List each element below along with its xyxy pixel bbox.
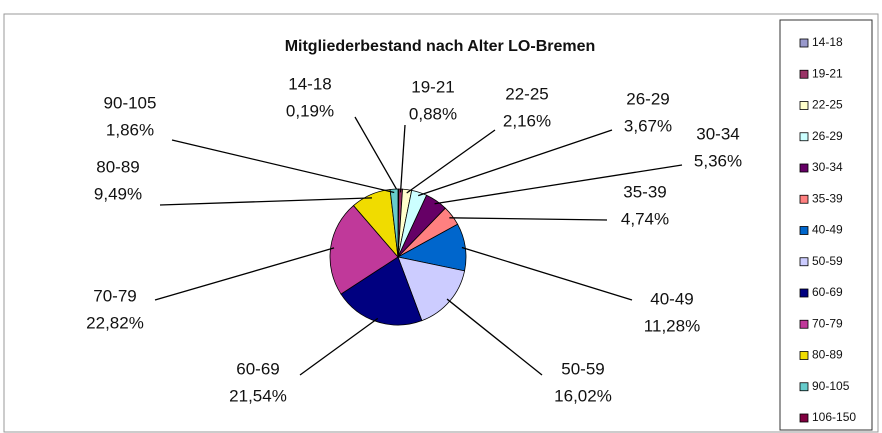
slice-value-label: 22,82% [86, 313, 144, 332]
slice-value-label: 0,19% [286, 101, 334, 120]
legend-swatch [799, 194, 809, 204]
slice-label: 19-21 [411, 77, 454, 96]
legend-label: 90-105 [812, 379, 850, 393]
chart-title: Mitgliederbestand nach Alter LO-Bremen [285, 38, 596, 55]
legend-swatch [799, 163, 809, 173]
slice-value-label: 5,36% [694, 151, 742, 170]
leader-line [299, 317, 379, 376]
legend-box [779, 19, 873, 431]
slice-label: 90-105 [104, 93, 157, 112]
legend-label: 50-59 [812, 254, 843, 268]
slice-value-label: 1,86% [106, 120, 154, 139]
slice-label: 14-18 [288, 74, 331, 93]
slice-value-label: 0,88% [409, 104, 457, 123]
pie-slice [340, 256, 423, 326]
legend-swatch [799, 38, 809, 48]
legend-label: 80-89 [812, 348, 843, 362]
legend-label: 60-69 [812, 285, 843, 299]
slice-value-label: 2,16% [503, 111, 551, 130]
slice-value-label: 16,02% [554, 386, 612, 405]
leader-line [461, 246, 633, 301]
leader-line [154, 247, 335, 301]
slice-label: 22-25 [505, 84, 548, 103]
slice-value-label: 3,67% [624, 116, 672, 135]
slice-label: 50-59 [561, 359, 604, 378]
pie-slice [329, 205, 399, 295]
slice-label: 70-79 [93, 286, 136, 305]
slice-value-label: 11,28% [644, 316, 700, 335]
legend-swatch [799, 132, 809, 142]
legend-swatch [799, 257, 809, 267]
leader-line [159, 197, 372, 206]
leader-line [418, 129, 613, 197]
pie-slice [389, 188, 399, 258]
slice-value-label: 21,54% [229, 386, 287, 405]
leader-line [449, 217, 608, 221]
legend-label: 30-34 [812, 160, 843, 174]
legend-swatch [799, 413, 809, 423]
slice-label: 80-89 [96, 157, 139, 176]
slice-label: 60-69 [236, 359, 279, 378]
slice-value-label: 4,74% [621, 209, 669, 228]
legend-label: 14-18 [812, 35, 843, 49]
leader-line [434, 164, 683, 205]
legend-label: 26-29 [812, 129, 843, 143]
slice-label: 40-49 [650, 289, 693, 308]
legend-swatch [799, 69, 809, 79]
leader-line [406, 129, 496, 194]
legend-label: 106-150 [812, 410, 856, 424]
slice-value-label: 9,49% [94, 184, 142, 203]
legend-label: 40-49 [812, 223, 843, 237]
leader-line [399, 124, 406, 193]
legend-swatch [799, 319, 809, 329]
slice-label: 35-39 [623, 182, 666, 201]
legend-swatch [799, 226, 809, 235]
legend-label: 19-21 [812, 66, 843, 80]
legend-label: 35-39 [812, 191, 843, 205]
slice-label: 30-34 [696, 124, 739, 143]
leader-line [354, 116, 399, 193]
legend-swatch [799, 382, 809, 392]
legend-swatch [799, 101, 809, 110]
legend-label: 70-79 [812, 316, 843, 330]
legend-swatch [799, 351, 809, 360]
slice-label: 26-29 [626, 89, 669, 108]
leader-line [171, 139, 395, 194]
leader-line [446, 298, 543, 376]
legend-swatch [799, 288, 809, 298]
legend-label: 22-25 [812, 98, 843, 112]
